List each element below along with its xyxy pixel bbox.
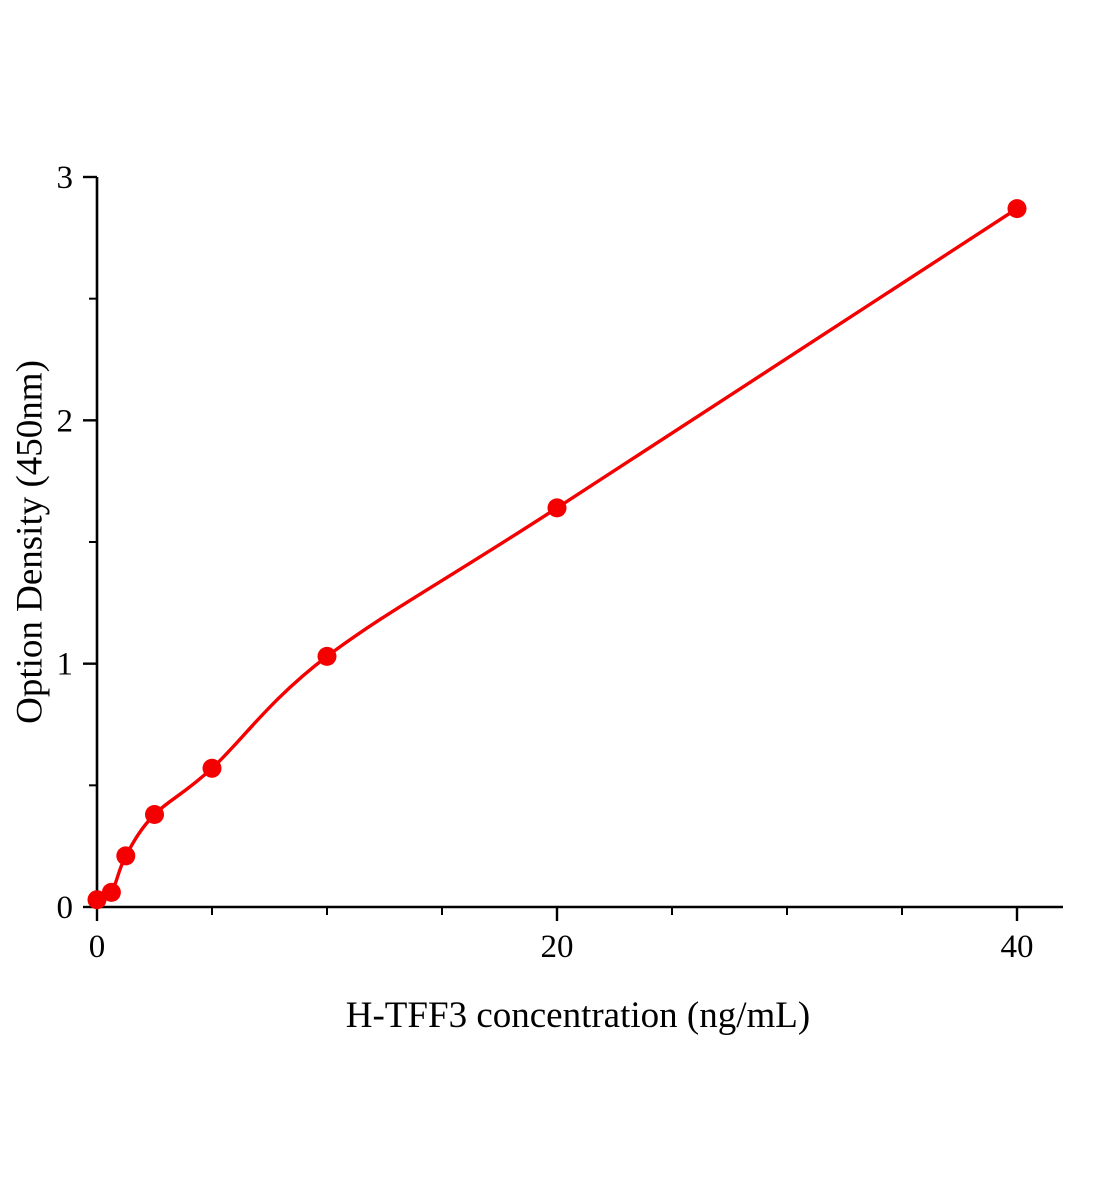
data-point (101, 882, 121, 902)
x-tick-label: 20 (541, 929, 574, 965)
data-point (1007, 199, 1027, 219)
fit-curve (95, 206, 1019, 902)
y-tick-label: 0 (57, 890, 74, 926)
data-point (317, 646, 337, 666)
data-point (547, 498, 567, 518)
y-tick-label: 3 (57, 160, 74, 196)
data-point (145, 805, 164, 824)
x-axis-title: H-TFF3 concentration (ng/mL) (345, 995, 811, 1036)
data-point (202, 758, 222, 778)
x-tick-label: 0 (89, 929, 106, 965)
y-tick-label: 1 (57, 647, 74, 683)
axes (95, 177, 1063, 909)
data-point (87, 890, 107, 910)
x-tick-label: 40 (1001, 929, 1034, 965)
y-axis-title: Option Density (450nm) (9, 360, 51, 724)
data-point (116, 846, 136, 866)
y-tick-label: 2 (57, 403, 74, 439)
